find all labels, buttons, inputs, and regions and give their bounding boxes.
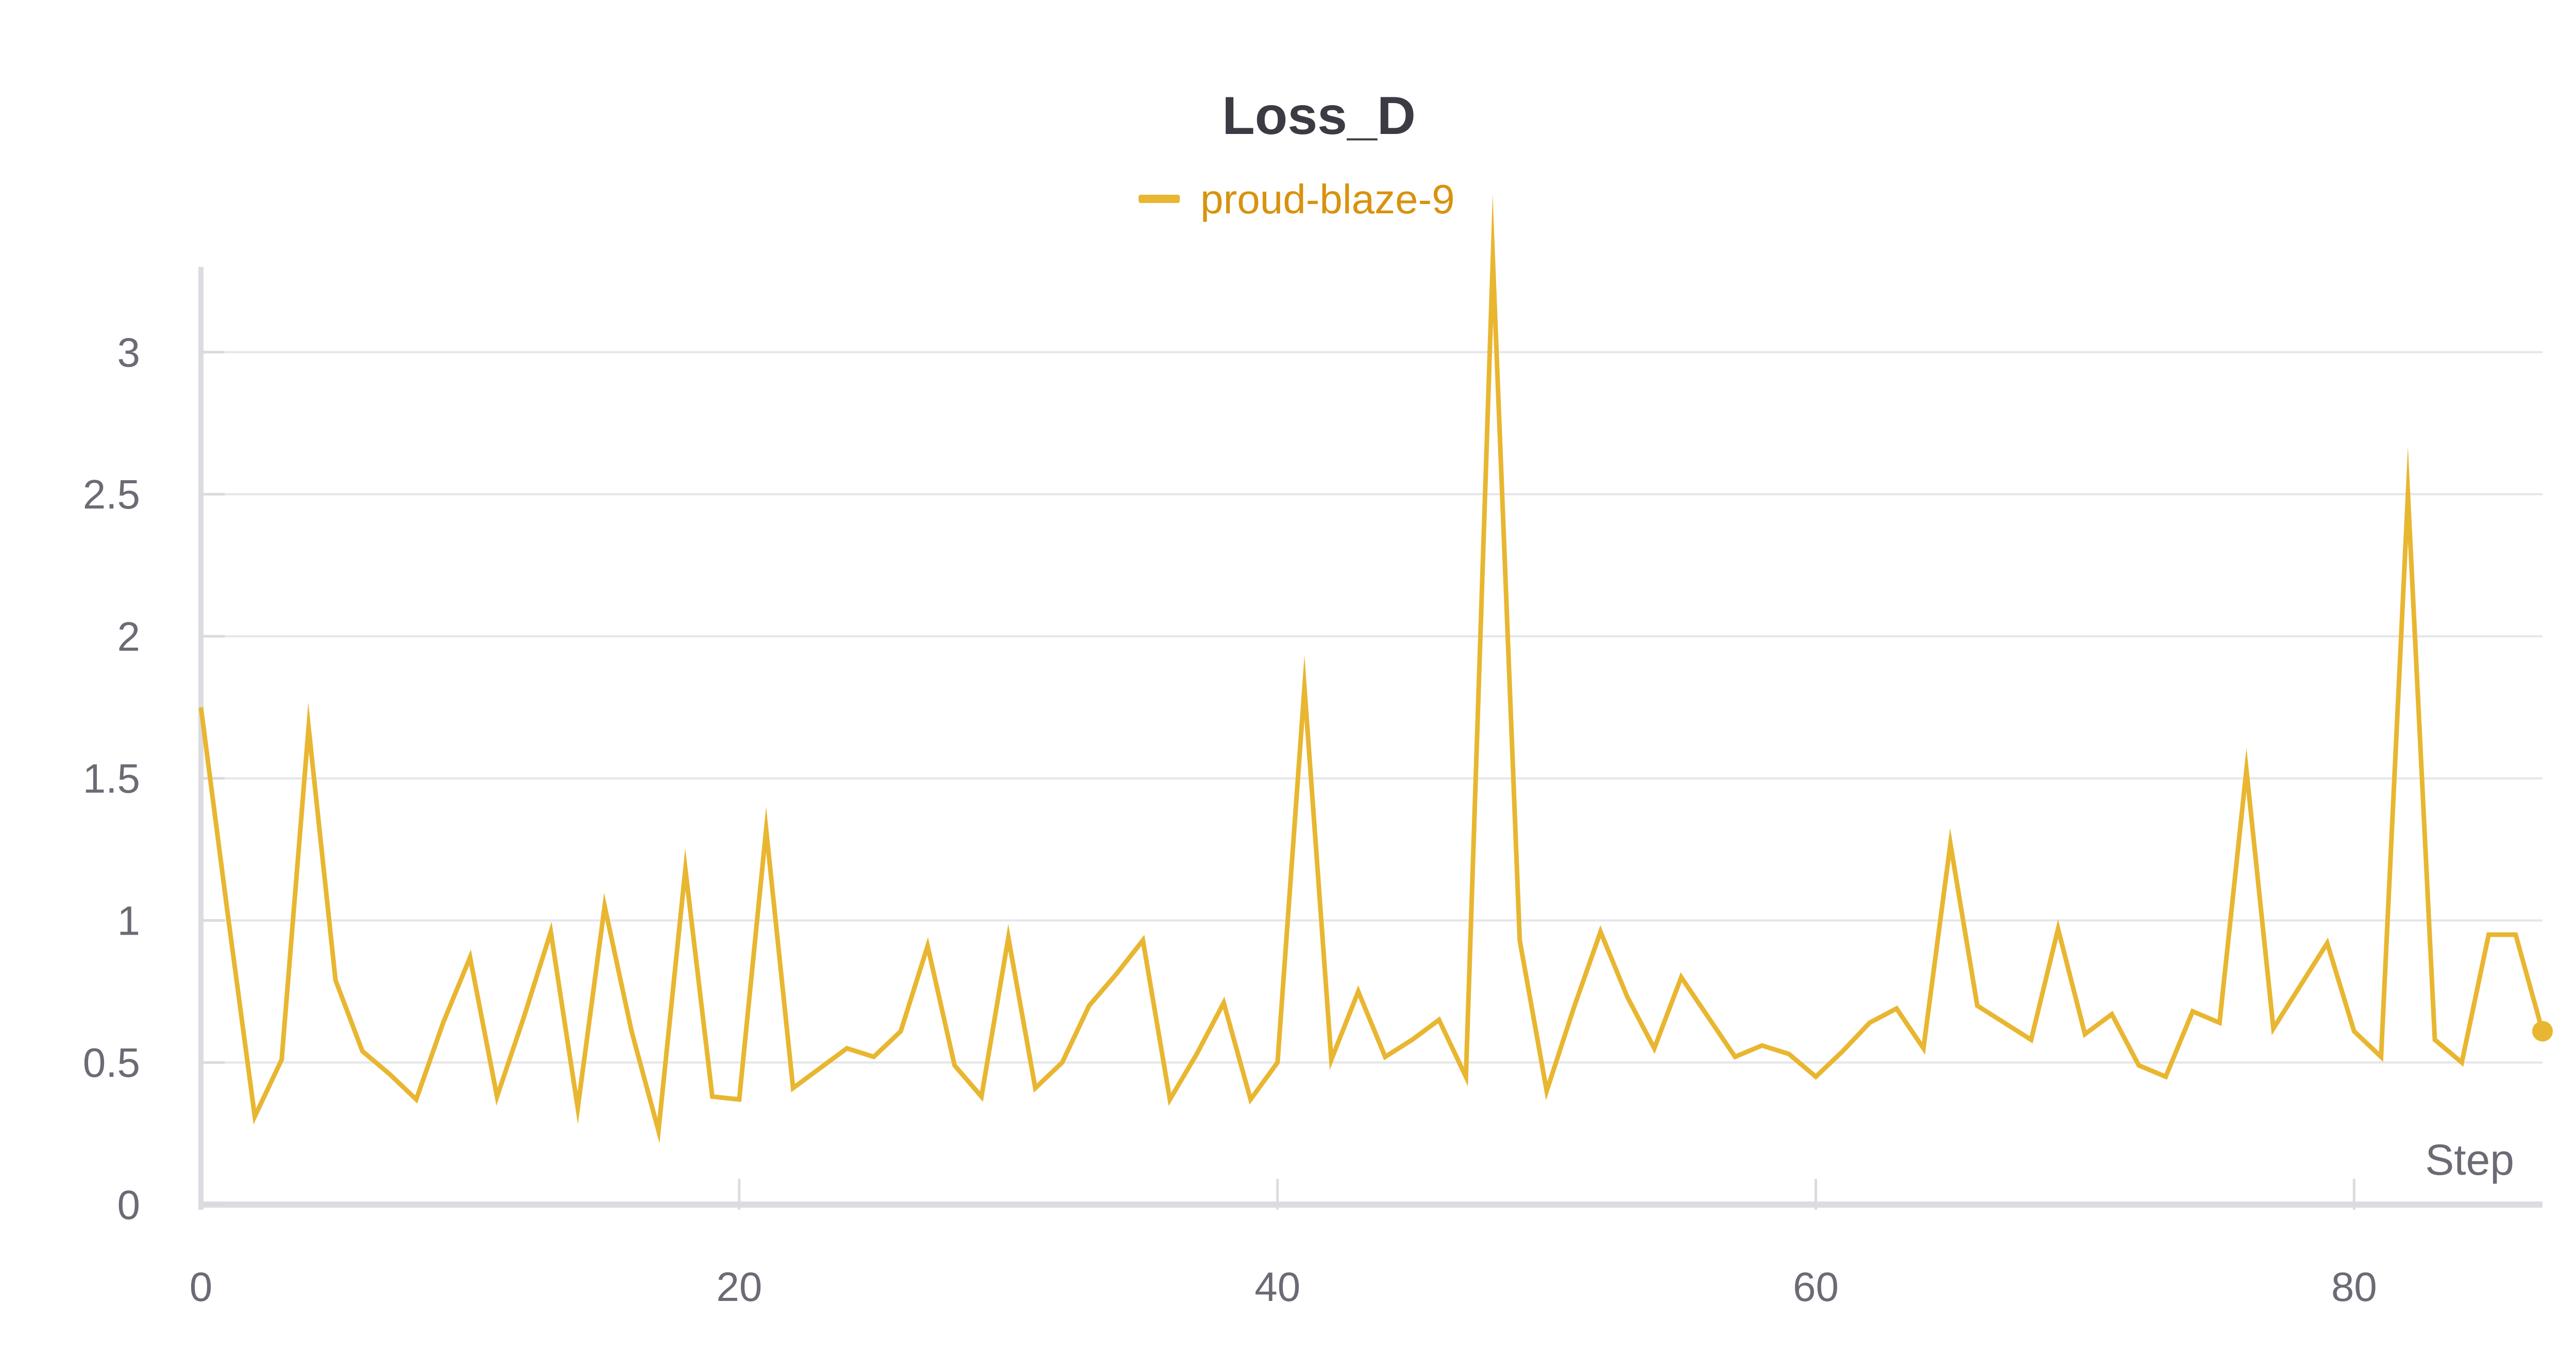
legend-label: proud-blaze-9 <box>1200 176 1455 222</box>
y-tick-label: 0 <box>117 1182 141 1228</box>
axes <box>198 267 2543 1210</box>
series-layer <box>198 194 2553 1144</box>
x-tick-label: 20 <box>716 1264 762 1310</box>
x-tick-label: 60 <box>1793 1264 1839 1310</box>
x-tick-label: 0 <box>190 1264 213 1310</box>
y-tick-label: 2.5 <box>83 471 140 517</box>
y-tick-label: 1.5 <box>83 756 140 802</box>
y-axis-ticks: 0 0.5 1 1.5 2 2.5 3 <box>83 329 225 1228</box>
legend-swatch <box>1139 195 1180 203</box>
y-tick-label: 2 <box>117 614 141 659</box>
x-tick-label: 40 <box>1255 1264 1300 1310</box>
y-tick-label: 0.5 <box>83 1040 140 1086</box>
series-end-point <box>2532 1021 2553 1042</box>
x-axis-title: Step <box>2425 1136 2514 1184</box>
y-tick-label: 1 <box>117 898 141 943</box>
y-tick-label: 3 <box>117 329 141 375</box>
x-tick-label: 80 <box>2331 1264 2377 1310</box>
series-line-0 <box>198 194 2545 1144</box>
grid-lines <box>201 351 2543 1064</box>
legend[interactable]: proud-blaze-9 <box>1139 176 1455 222</box>
chart-title: Loss_D <box>1222 86 1416 146</box>
x-axis-ticks: 0 20 40 60 80 <box>190 1179 2377 1310</box>
